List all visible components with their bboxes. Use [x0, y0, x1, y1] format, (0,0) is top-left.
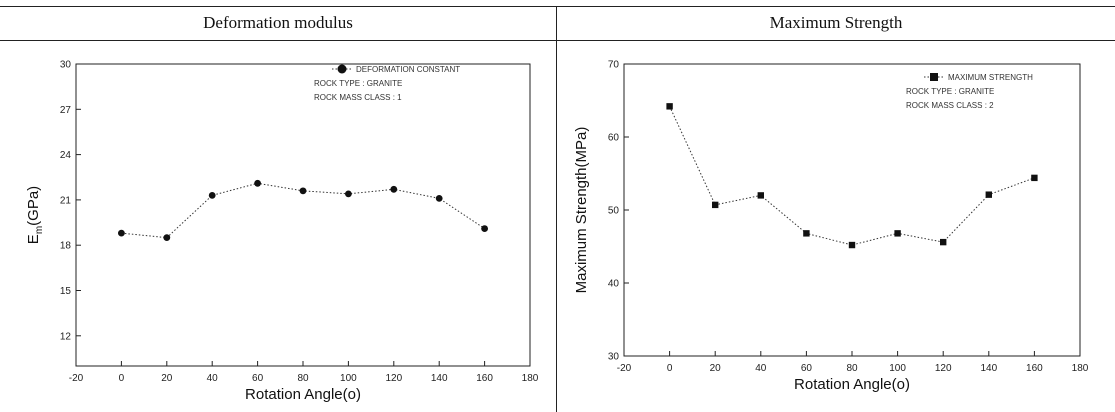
y-tick-label: 24 [60, 150, 72, 161]
data-point [435, 194, 443, 202]
x-axis-label: Rotation Angle(o) [794, 376, 910, 393]
x-tick-label: 60 [252, 373, 264, 384]
y-tick-label: 30 [608, 352, 620, 363]
data-point [345, 190, 352, 198]
data-point [803, 230, 810, 237]
data-point [757, 192, 764, 199]
data-point [940, 238, 947, 246]
legend-marker [337, 64, 347, 74]
y-tick-label: 30 [60, 60, 72, 71]
x-tick-label: 40 [207, 373, 219, 384]
data-point [208, 191, 216, 199]
x-tick-label: 160 [476, 373, 493, 384]
legend-entry: MAXIMUM STRENGTH [948, 73, 1033, 82]
y-axis-label-sub: m [34, 226, 45, 234]
header-maximum-strength: Maximum Strength [769, 13, 903, 32]
y-tick-label: 27 [60, 105, 72, 116]
plot-frame [623, 63, 1081, 357]
data-point [1031, 174, 1038, 182]
legend-entry: ROCK TYPE : GRANITE [314, 79, 402, 88]
y-tick-label: 15 [60, 286, 72, 297]
data-point [163, 234, 171, 242]
x-tick-label: 140 [980, 363, 997, 374]
y-tick-label: 18 [60, 241, 72, 252]
x-tick-label: 0 [119, 373, 125, 384]
table-top-rule [0, 6, 1115, 7]
header-divider [0, 40, 1115, 41]
y-tick-label: 40 [608, 279, 620, 290]
data-point [848, 241, 856, 249]
y-tick-label: 21 [60, 195, 72, 206]
x-tick-label: 40 [755, 363, 767, 374]
y-tick-label: 50 [608, 206, 620, 217]
y-axis-label: Em(GPa) [25, 186, 45, 244]
data-point [985, 191, 992, 198]
data-point [118, 229, 125, 237]
legend-marker [930, 73, 938, 81]
y-axis-label-rest: (GPa) [25, 186, 42, 226]
y-tick-label: 70 [608, 60, 620, 71]
x-tick-label: 0 [667, 363, 673, 374]
header-deformation-modulus: Deformation modulus [203, 13, 353, 32]
data-point [390, 185, 398, 193]
data-point [299, 187, 307, 195]
x-tick-label: 80 [297, 373, 309, 384]
x-tick-label: 60 [801, 363, 813, 374]
x-tick-label: 20 [710, 363, 722, 374]
x-tick-label: 180 [522, 373, 539, 384]
y-axis-label-main: E [25, 234, 42, 244]
x-tick-label: -20 [69, 373, 84, 384]
data-point [894, 230, 901, 237]
y-tick-label: 60 [608, 133, 620, 144]
x-tick-label: 140 [431, 373, 448, 384]
legend-entry: DEFORMATION CONSTANT [356, 65, 460, 74]
x-tick-label: 100 [889, 363, 906, 374]
x-axis-label: Rotation Angle(o) [245, 386, 361, 403]
data-point [481, 225, 488, 232]
x-tick-label: 120 [385, 373, 402, 384]
x-tick-label: 120 [935, 363, 952, 374]
column-divider [556, 6, 557, 412]
x-tick-label: 180 [1072, 363, 1089, 374]
data-point [666, 103, 673, 110]
data-point [254, 179, 261, 187]
x-tick-label: 20 [161, 373, 173, 384]
legend-entry: ROCK MASS CLASS : 1 [314, 93, 402, 102]
y-tick-label: 12 [60, 331, 72, 342]
series-line [669, 106, 1035, 246]
x-tick-label: -20 [617, 363, 632, 374]
x-tick-label: 80 [846, 363, 858, 374]
x-tick-label: 100 [340, 373, 357, 384]
legend-entry: ROCK MASS CLASS : 2 [906, 101, 994, 110]
legend-entry: ROCK TYPE : GRANITE [906, 87, 994, 96]
x-tick-label: 160 [1026, 363, 1043, 374]
y-axis-label: Maximum Strength(MPa) [573, 127, 590, 294]
data-point [712, 201, 719, 209]
